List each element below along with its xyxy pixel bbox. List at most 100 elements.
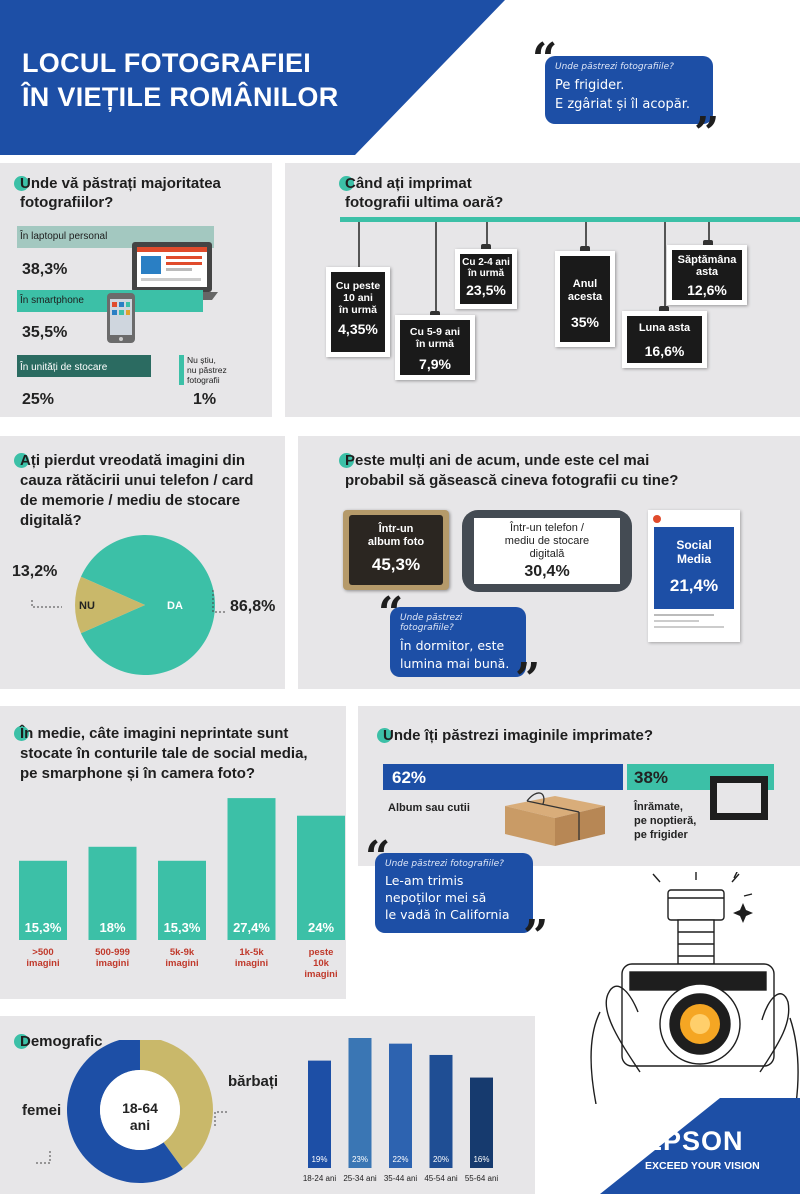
hanging-rail [340,217,800,222]
camera-hands-illustration [590,872,799,1104]
quote-question: Unde păstrezi fotografiile? [385,859,504,869]
bar-category-label: 500-999 [95,947,130,958]
future-social-card: Social Media 21,4% [648,510,740,642]
bar-value-label: 15,3% [25,920,62,935]
demographic-title: Demografic [14,1032,103,1051]
donut-slice-men [140,1040,213,1170]
pie-slice-yes [80,535,216,675]
bar-value-label: 27,4% [233,920,270,935]
bar-category-label: 25-34 ani [343,1174,377,1183]
frame-string [708,222,710,244]
quote-line: În dormitor, este [400,638,505,653]
smartphone-value: 35,5% [22,324,68,341]
frame-this-month: Luna asta 16,6% [622,311,707,368]
future-album-card: Într-un album foto 45,3% [343,510,449,590]
framed-share-label: Înrămate, pe noptieră, pe frigider [634,801,697,841]
quote-close-icon: ” [694,108,720,159]
quote-line: lumina mai bună. [400,656,510,671]
album-share-label: Album sau cutii [388,802,470,814]
frame-5-9-years: Cu 5-9 ani în urmă 7,9% [395,315,475,380]
brand-banner [600,1098,800,1194]
bar-category-label: 5k-9k [170,947,195,958]
bar-category-label: 45-54 ani [424,1174,458,1183]
box-icon [505,792,605,846]
unprinted-panel [0,706,346,999]
donut-hole [100,1070,180,1150]
age-bar-chart: 19% 18-24 ani 23% 25-34 ani 22% 35-44 ani 20% 4… [303,1038,499,1183]
bar-age [389,1043,412,1168]
future-quote-bubble: Unde păstrezi fotografiile? În dormitor,… [390,607,526,677]
bar-category-label: 18-24 ani [303,1174,337,1183]
units-value: 25% [22,391,55,408]
donut-center-label: 18-64 ani [122,1100,158,1133]
unknown-value: 1% [193,391,217,408]
lost-pie-chart [31,535,225,675]
album-share-value: 62% [392,768,427,787]
bar-value-label: 15,3% [164,920,201,935]
bar-value-label: 16% [473,1155,489,1164]
header-quote-bubble: Unde păstrezi fotografiile? Pe frigider.… [545,56,713,124]
gender-donut-chart [36,1040,227,1183]
laptop-label: În laptopul personal [20,231,108,242]
bar-unprinted [88,846,137,940]
bar-value-label: 19% [311,1155,327,1164]
bar-category-label: 55-64 ani [465,1174,499,1183]
laptop-value: 38,3% [22,261,68,278]
pie-slice-no [75,576,145,634]
quote-line: Le-am trimis [385,873,464,888]
quote-question: Unde păstrezi fotografiile? [555,62,674,72]
picture-frame-icon [710,776,768,820]
bar-category-label: imagini [165,958,198,969]
pie-no-value: 13,2% [12,563,58,580]
bar-age [470,1077,493,1168]
frame-string [664,222,666,310]
epson-logo: EPSON [644,1126,744,1156]
men-label: bărbați [228,1073,279,1090]
bar-category-label: imagini [26,958,59,969]
bar-value-label: 22% [392,1155,408,1164]
bar-category-label: imagini [304,969,337,980]
page-title: LOCUL FOTOGRAFIEI ÎN VIEȚILE ROMÂNILOR [22,48,339,112]
storage-question: Unde vă păstrați majoritatea fotografiilo… [14,174,221,212]
bar-value-label: 20% [433,1155,449,1164]
frame-over-10-years: Cu peste 10 ani în urmă 4,35% [326,267,390,357]
frame-2-4-years: Cu 2-4 ani în urmă 23,5% [455,249,517,309]
bar-age [308,1060,331,1168]
unknown-label: Nu știu, nu păstrez fotografii [187,355,227,385]
bar-category-label: >500 [32,947,53,958]
bar-category-label: imagini [96,958,129,969]
units-label: În unități de stocare [20,362,108,373]
bar-category-label: peste [309,947,334,958]
frame-string [585,222,587,250]
epson-tagline: EXCEED YOUR VISION [645,1160,760,1172]
quote-close-icon: ” [515,654,541,705]
print-when-question: Când ați imprimat fotografii ultima oară? [339,174,503,212]
future-phone-card: Într-un telefon / mediu de stocare digit… [462,510,632,592]
donut-slice-women [67,1040,183,1183]
quote-line: le vadă în California [385,907,510,922]
clip-icon [481,244,491,252]
frame-string [486,222,488,248]
future-question: Peste mulți ani de acum, unde este cel m… [339,451,678,491]
unprinted-bar-chart: 15,3%>500imagini18%500-999imagini15,3%5k… [19,798,345,980]
smartphone-label: În smartphone [20,295,84,306]
bar-category-label: 35-44 ani [384,1174,418,1183]
bar-unprinted [227,798,276,940]
bar-value-label: 23% [352,1155,368,1164]
clip-icon [703,240,713,248]
bar-unprinted [158,860,206,940]
clip-icon [580,246,590,254]
album-share-bar [383,764,623,790]
pie-yes-label: DA [167,600,183,612]
bar-value-label: 24% [308,920,334,935]
smartphone-icon [107,293,135,343]
quote-close-icon: ” [523,911,549,962]
pie-yes-value: 86,8% [230,598,276,615]
header-banner [0,0,505,155]
bar-unprinted [297,815,345,940]
lost-question: Ați pierdut vreodată imagini din cauza ră… [14,451,253,531]
frame-this-week: Săptămâna asta 12,6% [667,245,747,305]
clip-icon [659,306,669,314]
bar-age [348,1038,372,1168]
bar-category-label: 1k-5k [239,947,264,958]
